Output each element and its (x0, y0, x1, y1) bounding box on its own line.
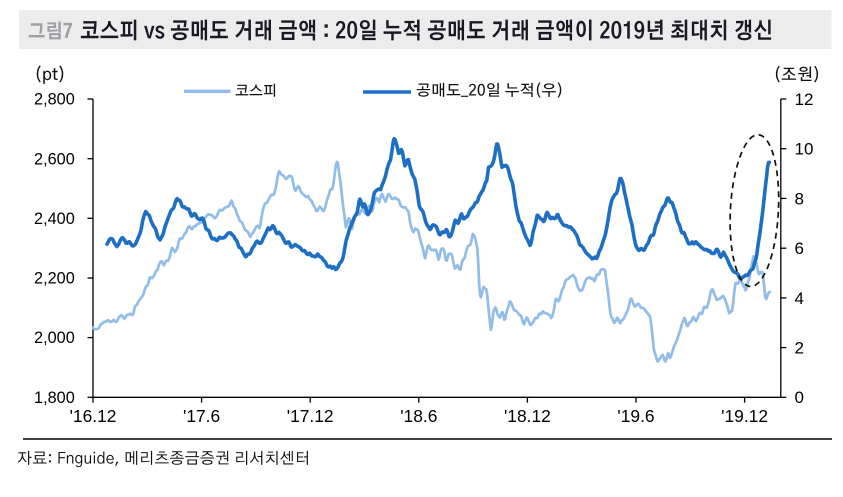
svg-text:2,000: 2,000 (34, 329, 75, 347)
svg-text:2,800: 2,800 (34, 91, 75, 109)
svg-text:'16.12: '16.12 (70, 406, 117, 426)
svg-text:2: 2 (795, 339, 804, 358)
svg-text:0: 0 (795, 388, 804, 407)
svg-text:2,400: 2,400 (34, 210, 75, 228)
svg-text:'17.6: '17.6 (183, 406, 220, 426)
svg-text:1,800: 1,800 (34, 389, 75, 407)
svg-text:'17.12: '17.12 (287, 406, 334, 426)
svg-text:8: 8 (795, 189, 804, 208)
svg-text:'19.6: '19.6 (617, 406, 654, 426)
svg-text:10: 10 (795, 140, 814, 159)
svg-text:'18.12: '18.12 (504, 406, 551, 426)
svg-text:4: 4 (795, 289, 804, 308)
svg-text:'18.6: '18.6 (400, 406, 437, 426)
svg-text:12: 12 (795, 90, 814, 109)
svg-text:2,200: 2,200 (34, 270, 75, 288)
svg-text:6: 6 (795, 239, 804, 258)
svg-text:'19.12: '19.12 (721, 406, 768, 426)
svg-text:2,600: 2,600 (34, 150, 75, 168)
